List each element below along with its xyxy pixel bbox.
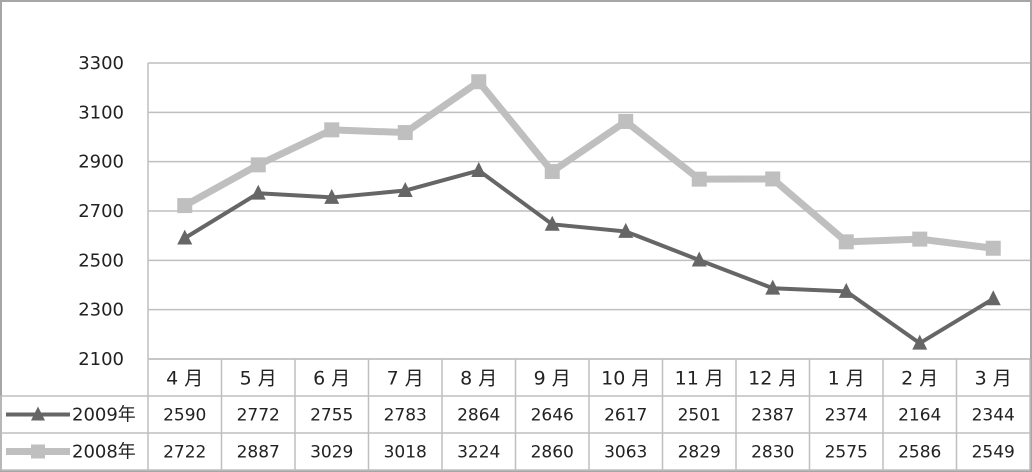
data-point	[765, 171, 781, 187]
y-axis: 2100 2300 2500 2700 2900 3100 3300	[78, 53, 124, 370]
table-cell-value: 3018	[384, 443, 427, 463]
x-category-label: 8 月	[460, 368, 497, 390]
y-tick-label: 3300	[78, 53, 124, 74]
data-point	[691, 251, 707, 267]
data-point	[618, 113, 634, 129]
legend-label: 2009年	[72, 405, 136, 426]
data-point	[618, 222, 634, 238]
table-cell-value: 3029	[310, 443, 353, 463]
data-point	[324, 122, 340, 138]
data-point	[912, 231, 928, 247]
table-cell-value: 2887	[237, 443, 280, 463]
table-cell-value: 2646	[531, 406, 574, 426]
y-tick-label: 2500	[78, 250, 124, 271]
y-tick-label: 2300	[78, 300, 124, 321]
x-category-label: 11 月	[675, 368, 724, 390]
table-cell-value: 3224	[457, 443, 500, 463]
x-category-label: 1 月	[828, 368, 865, 390]
data-point	[765, 279, 781, 295]
table-cell-value: 2590	[163, 406, 206, 426]
data-point	[471, 74, 487, 90]
table-cell-value: 2617	[604, 406, 647, 426]
x-category-label: 5 月	[240, 368, 277, 390]
data-point	[177, 229, 193, 245]
table-cell-value: 2722	[163, 443, 206, 463]
data-point	[544, 215, 560, 231]
data-point	[838, 282, 854, 298]
series-group	[177, 74, 1001, 350]
table-cell-value: 2755	[310, 406, 353, 426]
table-cell-value: 2830	[751, 443, 794, 463]
legend-label: 2008年	[72, 442, 136, 463]
table-cell-value: 2164	[898, 406, 941, 426]
data-point	[838, 234, 854, 250]
data-point	[177, 198, 193, 214]
x-category-label: 6 月	[313, 368, 350, 390]
y-tick-label: 3100	[78, 102, 124, 123]
data-point	[397, 125, 413, 141]
legend-swatch-marker	[31, 406, 45, 421]
data-point	[471, 161, 487, 177]
table-cell-value: 2860	[531, 443, 574, 463]
data-point	[985, 240, 1001, 256]
x-category-label: 12 月	[748, 368, 797, 390]
table-cell-value: 2387	[751, 406, 794, 426]
series-line	[183, 78, 994, 252]
data-point	[985, 290, 1001, 306]
table-cell-value: 2772	[237, 406, 280, 426]
table-cell-value: 2783	[384, 406, 427, 426]
series-line	[183, 168, 995, 346]
data-point	[912, 334, 928, 350]
table-cell-value: 2864	[457, 406, 500, 426]
x-category-label: 10 月	[601, 368, 650, 390]
y-tick-label: 2100	[78, 349, 124, 370]
data-point	[397, 181, 413, 197]
x-category-label: 2 月	[901, 368, 938, 390]
x-category-label: 4 月	[166, 368, 203, 390]
table-cell-value: 2829	[678, 443, 721, 463]
x-category-label: 7 月	[387, 368, 424, 390]
data-point	[544, 164, 560, 180]
table-cell-value: 2501	[678, 406, 721, 426]
table-cell-value: 2575	[825, 443, 868, 463]
table-cell-value: 2374	[825, 406, 868, 426]
table-cell-value: 3063	[604, 443, 647, 463]
y-tick-label: 2900	[78, 152, 124, 173]
x-category-label: 3 月	[975, 368, 1012, 390]
data-point	[324, 188, 340, 204]
table-cell-value: 2586	[898, 443, 941, 463]
data-table: 4 月 5 月 6 月 7 月 8 月 9 月 10 月 11 月 12 月 1 月 2 月 3 月 2…	[0, 358, 1031, 471]
y-tick-label: 2700	[78, 201, 124, 222]
x-category-label: 9 月	[534, 368, 571, 390]
legend-swatch-marker	[31, 444, 45, 459]
data-point	[250, 157, 266, 173]
table-cell-value: 2549	[972, 443, 1015, 463]
data-point	[250, 184, 266, 200]
table-cell-value: 2344	[972, 406, 1015, 426]
data-point	[691, 171, 707, 187]
